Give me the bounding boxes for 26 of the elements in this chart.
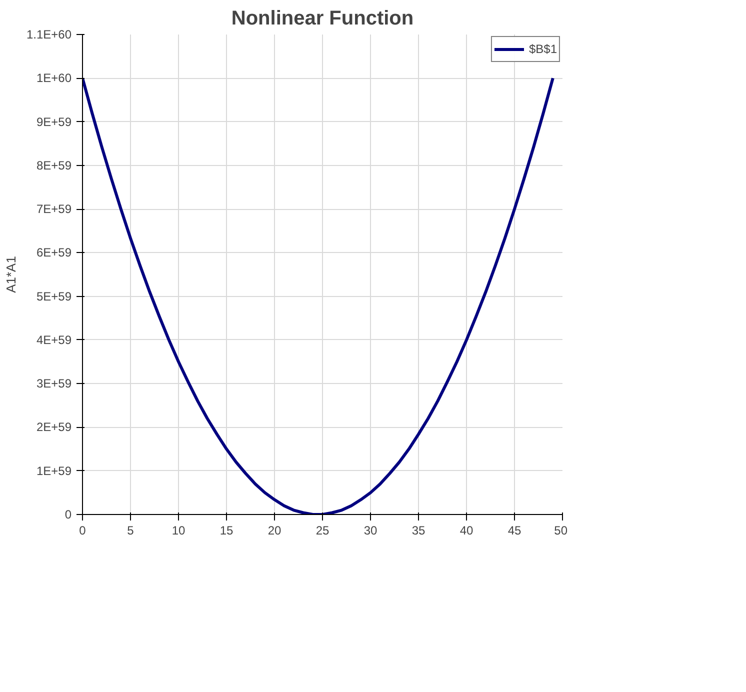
x-tick-label: 45	[508, 524, 522, 538]
y-tick-label: 1E+59	[36, 464, 72, 478]
y-tick-label: 5E+59	[36, 289, 72, 304]
x-tick-label: 35	[412, 524, 426, 538]
x-tick-label: 20	[268, 524, 282, 538]
x-tick-label: 15	[220, 524, 234, 538]
y-tick-label: 9E+59	[36, 114, 72, 129]
x-tick-label: 25	[316, 524, 330, 538]
x-tick-label: 10	[172, 524, 186, 538]
x-tick-label: 0	[79, 524, 86, 538]
y-tick-label: 1.1E+60	[26, 28, 72, 42]
chart-title: Nonlinear Function	[231, 8, 414, 30]
y-axis-title: A1*A1	[3, 256, 18, 293]
y-tick-label: 0	[64, 508, 72, 522]
y-tick-label: 2E+59	[36, 420, 72, 434]
y-tick-label: 7E+59	[36, 202, 72, 216]
x-tick-label: 30	[364, 524, 378, 538]
y-tick-label: 1E+60	[36, 71, 72, 86]
y-tick-label: 8E+59	[36, 158, 72, 172]
x-tick-label: 50	[554, 524, 568, 538]
y-tick-label: 6E+59	[36, 246, 72, 260]
y-tick-label: 4E+59	[36, 332, 72, 347]
y-tick-label: 3E+59	[36, 376, 72, 391]
legend-label: $B$1	[528, 42, 557, 56]
x-tick-label: 5	[127, 524, 134, 538]
x-tick-label: 40	[460, 524, 474, 538]
